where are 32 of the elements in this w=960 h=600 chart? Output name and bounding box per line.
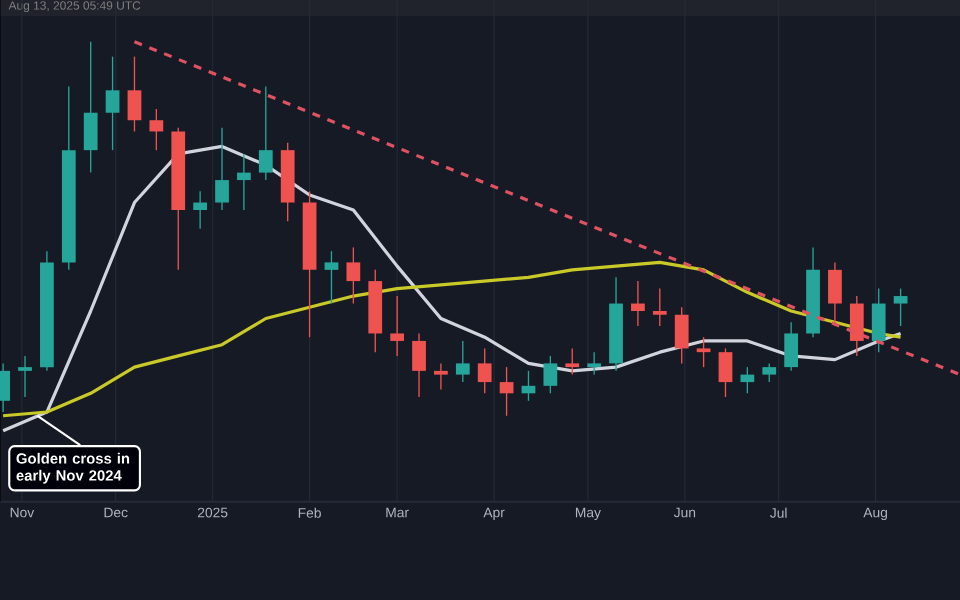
candlestick xyxy=(215,127,229,211)
candlestick xyxy=(149,108,164,151)
candlestick xyxy=(499,366,514,417)
candlestick xyxy=(696,336,711,368)
candlestick xyxy=(784,321,799,372)
candlestick xyxy=(631,280,645,327)
candlestick xyxy=(893,287,908,327)
candlestick xyxy=(740,366,755,394)
candlestick xyxy=(83,41,98,174)
candlestick xyxy=(434,362,448,391)
candlestick xyxy=(390,295,405,357)
candlestick xyxy=(193,190,208,230)
candlestick xyxy=(871,287,886,353)
candlestick xyxy=(674,306,689,365)
candlestick xyxy=(828,261,842,327)
candlestick xyxy=(762,362,777,383)
candlestick xyxy=(324,250,339,305)
candlestick xyxy=(718,347,733,398)
candlestick xyxy=(412,332,426,398)
candlestick xyxy=(849,295,864,357)
candlestick xyxy=(652,287,667,327)
candlestick xyxy=(258,85,273,181)
candlestick xyxy=(477,347,492,394)
candlestick xyxy=(455,340,470,383)
candlestick xyxy=(18,355,32,398)
candlestick xyxy=(346,246,361,305)
candlestick xyxy=(565,347,580,376)
candlestick xyxy=(105,55,120,151)
candlestick xyxy=(587,351,602,376)
candlestick xyxy=(543,355,558,394)
candlestick xyxy=(127,55,142,133)
candlestick xyxy=(237,153,251,211)
